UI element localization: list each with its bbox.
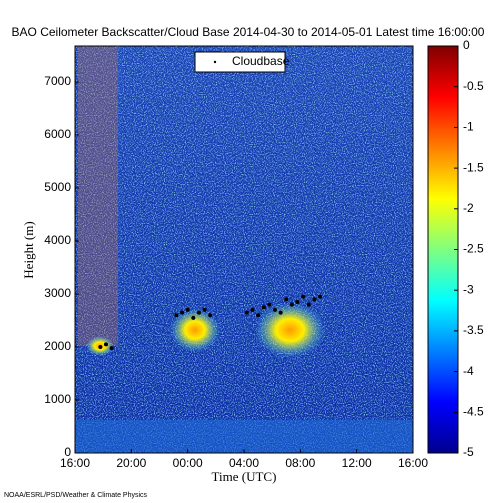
y-tick-label: 7000: [44, 74, 71, 88]
cloudbase-point: [185, 307, 190, 312]
colorbar-tick-label: -5: [463, 445, 474, 459]
cloudbase-point: [244, 310, 249, 315]
colorbar-tick-label: -0.5: [463, 79, 484, 93]
x-tick-label: 00:00: [173, 456, 203, 470]
cloudbase-point: [191, 315, 196, 320]
x-axis-label: Time (UTC): [212, 469, 277, 484]
cloudbase-point: [109, 346, 114, 351]
cloudbase-point: [267, 302, 272, 307]
y-tick-label: 6000: [44, 127, 71, 141]
x-tick-label: 12:00: [342, 456, 372, 470]
cloudbase-point: [208, 313, 213, 318]
colorbar-tick-label: -3.5: [463, 323, 484, 337]
cloudbase-point: [256, 313, 261, 318]
y-axis-label: Height (m): [21, 221, 36, 278]
y-tick-label: 0: [64, 445, 71, 459]
cloudbase-point: [98, 345, 103, 350]
cloudbase-point: [250, 307, 255, 312]
colorbar-tick-label: -2: [463, 201, 474, 215]
y-tick-label: 2000: [44, 339, 71, 353]
cloudbase-point: [318, 294, 323, 299]
colorbar: [427, 45, 459, 454]
heatmap-region: [255, 302, 325, 358]
cloudbase-point: [180, 310, 185, 315]
colorbar-tick-label: -4.5: [463, 404, 484, 418]
y-tick-label: 5000: [44, 180, 71, 194]
x-tick-label: 16:00: [398, 456, 428, 470]
cloudbase-point: [278, 310, 283, 315]
colorbar-tick-label: 0: [463, 38, 470, 52]
heatmap-region: [78, 46, 118, 346]
y-tick-label: 3000: [44, 286, 71, 300]
colorbar-tick-label: -4: [463, 364, 474, 378]
cloudbase-point: [202, 307, 207, 312]
cloudbase-point: [295, 299, 300, 304]
x-tick-label: 04:00: [229, 456, 259, 470]
cloudbase-point: [301, 294, 306, 299]
cloudbase-point: [312, 297, 317, 302]
cloudbase-point: [272, 307, 277, 312]
cloudbase-point: [261, 305, 266, 310]
colorbar-tick-label: -3: [463, 282, 474, 296]
y-tick-label: 1000: [44, 392, 71, 406]
legend-marker: [213, 60, 217, 64]
legend-label: Cloudbase: [232, 54, 290, 68]
cloudbase-point: [174, 313, 179, 318]
cloudbase-point: [284, 297, 289, 302]
x-tick-label: 08:00: [285, 456, 315, 470]
chart-title: BAO Ceilometer Backscatter/Cloud Base 20…: [12, 25, 485, 39]
cloudbase-point: [103, 342, 108, 347]
cloudbase-point: [196, 310, 201, 315]
x-tick-label: 20:00: [116, 456, 146, 470]
heatmap-region: [170, 308, 220, 352]
x-tick-label: 16:00: [60, 456, 90, 470]
heatmap-texture: [75, 46, 413, 453]
heatmap-region: [75, 420, 413, 453]
colorbar-tick-label: -2.5: [463, 242, 484, 256]
y-tick-label: 4000: [44, 233, 71, 247]
cloudbase-point: [289, 302, 294, 307]
colorbar-tick-label: -1: [463, 120, 474, 134]
legend: [194, 51, 286, 73]
cloudbase-point: [306, 302, 311, 307]
colorbar-tick-label: -1.5: [463, 160, 484, 174]
footer: NOAA/ESRL/PSD/Weather & Climate Physics: [4, 492, 148, 499]
